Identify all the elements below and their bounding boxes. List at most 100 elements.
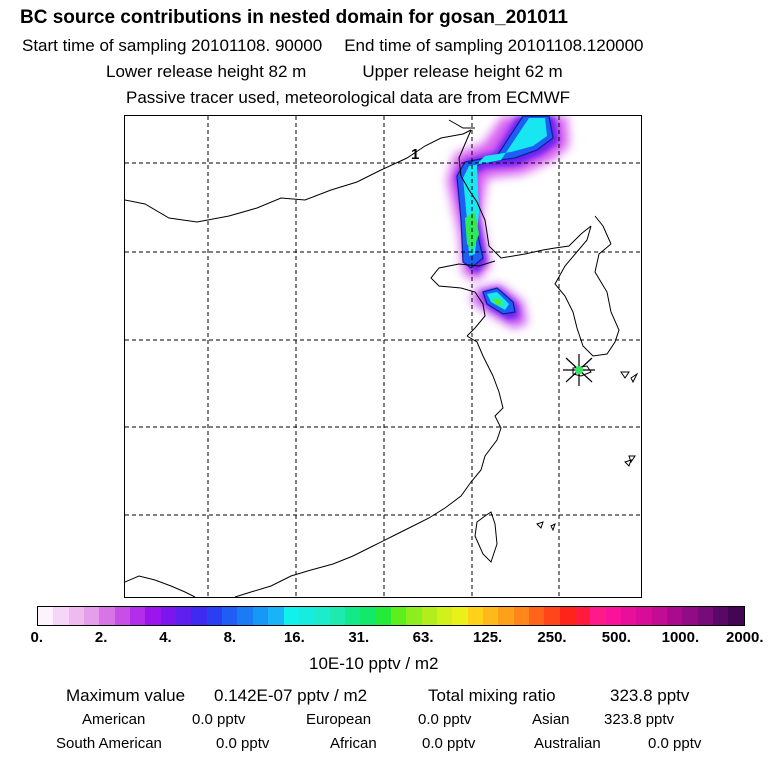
colorbar-swatch <box>559 607 576 625</box>
colorbar-swatch <box>38 607 54 625</box>
colorbar-tick-label: 8. <box>223 629 237 646</box>
colorbar-swatch <box>590 607 606 625</box>
east-china-coast <box>234 335 504 597</box>
colorbar-swatch <box>529 607 545 625</box>
bohai-coast <box>430 260 496 337</box>
colorbar-swatch <box>222 607 238 625</box>
colorbar-swatch <box>191 607 207 625</box>
colorbar-swatch <box>482 607 499 625</box>
colorbar-tick-label: 125. <box>473 629 503 646</box>
manchuria-border <box>458 129 592 259</box>
start-time: Start time of sampling 20101108. 90000 <box>22 36 323 55</box>
colorbar-swatch <box>314 607 330 625</box>
colorbar-swatch <box>68 607 85 625</box>
source-name: African <box>330 735 377 752</box>
lat-lon-grid <box>125 116 641 597</box>
source-value: 0.0 pptv <box>216 735 270 752</box>
jeju-island <box>572 365 592 377</box>
max-value-label: Maximum value <box>66 686 186 705</box>
plot-title: BC source contributions in nested domain… <box>20 7 568 28</box>
colorbar-swatch <box>176 607 192 625</box>
colorbar-swatch <box>406 607 422 625</box>
release-heights: Lower release height 82 m Upper release h… <box>106 63 563 80</box>
colorbar-tick-label: 250. <box>537 629 567 646</box>
china-north-border <box>125 129 472 223</box>
total-mixing-value: 323.8 pptv <box>610 686 690 705</box>
total-mixing-label: Total mixing ratio <box>428 686 556 705</box>
colorbar-swatch <box>467 607 483 625</box>
source-name: European <box>306 711 372 728</box>
colorbar-swatch <box>53 607 69 625</box>
colorbar-tick-label: 16. <box>283 629 305 646</box>
concentration-plume <box>447 116 569 328</box>
colorbar-swatch <box>436 607 453 625</box>
end-time: End time of sampling 20101108.120000 <box>344 36 644 55</box>
colorbar-swatch <box>544 607 560 625</box>
source-value: 0.0 pptv <box>418 711 472 728</box>
colorbar <box>37 606 745 626</box>
source-name: American <box>82 711 146 728</box>
colorbar-swatch <box>621 607 637 625</box>
kyushu-islands <box>620 371 639 467</box>
colorbar-swatch <box>667 607 683 625</box>
colorbar-swatch <box>252 607 269 625</box>
colorbar-tick-label: 500. <box>601 629 631 646</box>
colorbar-tick-label: 2000. <box>726 629 764 646</box>
colorbar-tick-label: 0. <box>30 629 44 646</box>
colorbar-swatch <box>268 607 284 625</box>
colorbar-tick-label: 63. <box>412 629 434 646</box>
source-value: 323.8 pptv <box>604 711 675 728</box>
colorbar-swatch <box>682 607 698 625</box>
korea-coast-north <box>594 215 612 245</box>
station-label: 1 <box>411 146 419 163</box>
inland-boundary <box>125 575 196 597</box>
colorbar-swatch <box>145 607 161 625</box>
map-panel: 1 <box>124 115 642 598</box>
colorbar-swatch <box>390 607 407 625</box>
colorbar-swatch <box>421 607 437 625</box>
korea-peninsula <box>554 225 620 357</box>
tracer-note: Passive tracer used, meteorological data… <box>126 88 571 107</box>
colorbar-swatch <box>344 607 361 625</box>
upper-release-height: Upper release height 62 m <box>362 62 563 81</box>
receptor-star-icon <box>563 354 595 386</box>
sampling-times: Start time of sampling 20101108. 90000 En… <box>22 37 644 54</box>
colorbar-swatch <box>160 607 177 625</box>
colorbar-tick-label: 2. <box>94 629 108 646</box>
colorbar-swatch <box>283 607 299 625</box>
colorbar-swatch <box>114 607 131 625</box>
source-name: South American <box>56 735 162 752</box>
colorbar-tick-label: 1000. <box>661 629 700 646</box>
colorbar-swatch <box>237 607 253 625</box>
taiwan <box>474 511 498 563</box>
colorbar-swatch <box>298 607 315 625</box>
colorbar-tick-label: 4. <box>159 629 172 646</box>
colorbar-tick-label: 31. <box>348 629 370 646</box>
coastlines <box>125 119 639 597</box>
colorbar-swatch <box>697 607 714 625</box>
colorbar-swatch <box>375 607 391 625</box>
colorbar-swatch <box>498 607 514 625</box>
max-value: 0.142E-07 pptv / m2 <box>214 686 368 705</box>
colorbar-swatch <box>728 607 744 625</box>
source-value: 0.0 pptv <box>648 735 702 752</box>
colorbar-swatch <box>713 607 729 625</box>
colorbar-swatch <box>636 607 652 625</box>
mongolia-border-cont <box>448 119 475 129</box>
colorbar-swatch <box>206 607 223 625</box>
source-name: Australian <box>534 735 601 752</box>
colorbar-swatch <box>452 607 468 625</box>
colorbar-swatch <box>513 607 529 625</box>
source-name: Asian <box>532 711 570 728</box>
colorbar-swatch <box>84 607 100 625</box>
colorbar-swatch <box>99 607 115 625</box>
colorbar-units: 10E-10 pptv / m2 <box>309 654 439 673</box>
source-value: 0.0 pptv <box>192 711 246 728</box>
source-value: 0.0 pptv <box>422 735 476 752</box>
small-islands <box>536 521 556 532</box>
colorbar-swatch <box>605 607 622 625</box>
colorbar-swatch <box>130 607 146 625</box>
colorbar-swatch <box>575 607 591 625</box>
colorbar-swatch <box>360 607 376 625</box>
lower-release-height: Lower release height 82 m <box>106 62 307 81</box>
